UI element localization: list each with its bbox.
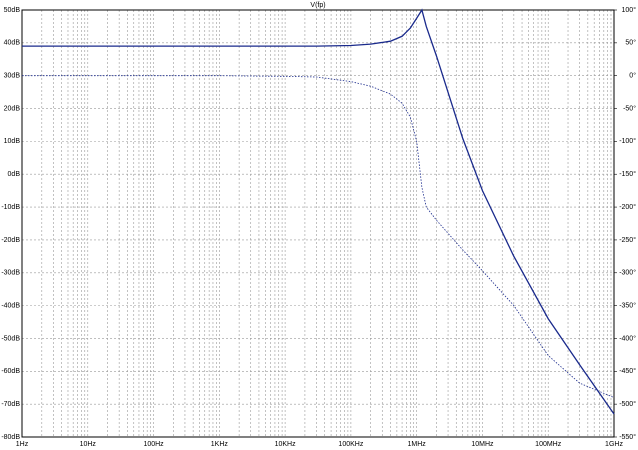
x-tick-label: 100Hz <box>143 441 164 448</box>
y-tick-label: 30dB <box>4 73 21 80</box>
phase-line <box>22 75 615 398</box>
y-tick-label: -20dB <box>1 237 20 244</box>
y2-tick-label: -550° <box>619 433 636 441</box>
x-tick-label: 1GHz <box>605 441 623 448</box>
y2-tick-label: 50° <box>625 39 636 47</box>
y-tick-label: -80dB <box>1 434 20 441</box>
x-tick-label: 1Hz <box>16 441 29 448</box>
y-tick-label: 20dB <box>4 105 21 112</box>
y2-tick-label: -150° <box>619 170 636 178</box>
x-tick-label: 1MHz <box>408 441 427 448</box>
y2-tick-label: -450° <box>619 367 636 375</box>
y-tick-label: -50dB <box>1 335 20 342</box>
x-tick-label: 100MHz <box>535 441 562 448</box>
y-tick-label: -40dB <box>1 302 20 309</box>
y2-tick-label: -100° <box>619 137 636 145</box>
magnitude-line <box>22 8 615 415</box>
y2-tick-label: -200° <box>619 203 636 211</box>
y2-tick-label: -300° <box>619 269 636 277</box>
y2-tick-label: -500° <box>619 400 636 408</box>
y-tick-label: 10dB <box>4 138 21 145</box>
y-tick-label: -30dB <box>1 270 20 277</box>
x-tick-label: 10Hz <box>80 441 97 448</box>
x-tick-label: 10KHz <box>275 441 297 448</box>
y-tick-label: -60dB <box>1 368 20 375</box>
y-tick-label: 40dB <box>4 40 21 47</box>
y2-tick-label: 0° <box>629 72 636 80</box>
y-tick-label: 50dB <box>4 7 21 14</box>
x-tick-label: 10MHz <box>471 441 494 448</box>
chart-title: V(fp) <box>310 2 325 9</box>
plot-frame <box>21 9 615 438</box>
y-tick-label: -10dB <box>1 204 20 211</box>
y-tick-label: -70dB <box>1 401 20 408</box>
y-tick-label: 0dB <box>8 171 21 178</box>
y2-tick-label: 100° <box>622 6 637 14</box>
x-tick-label: 1KHz <box>211 441 229 448</box>
x-tick-label: 100KHz <box>338 441 363 448</box>
y2-tick-label: -400° <box>619 334 636 342</box>
y2-tick-label: -350° <box>619 301 636 309</box>
y2-tick-label: -50° <box>623 104 636 112</box>
y2-tick-label: -250° <box>619 236 636 244</box>
